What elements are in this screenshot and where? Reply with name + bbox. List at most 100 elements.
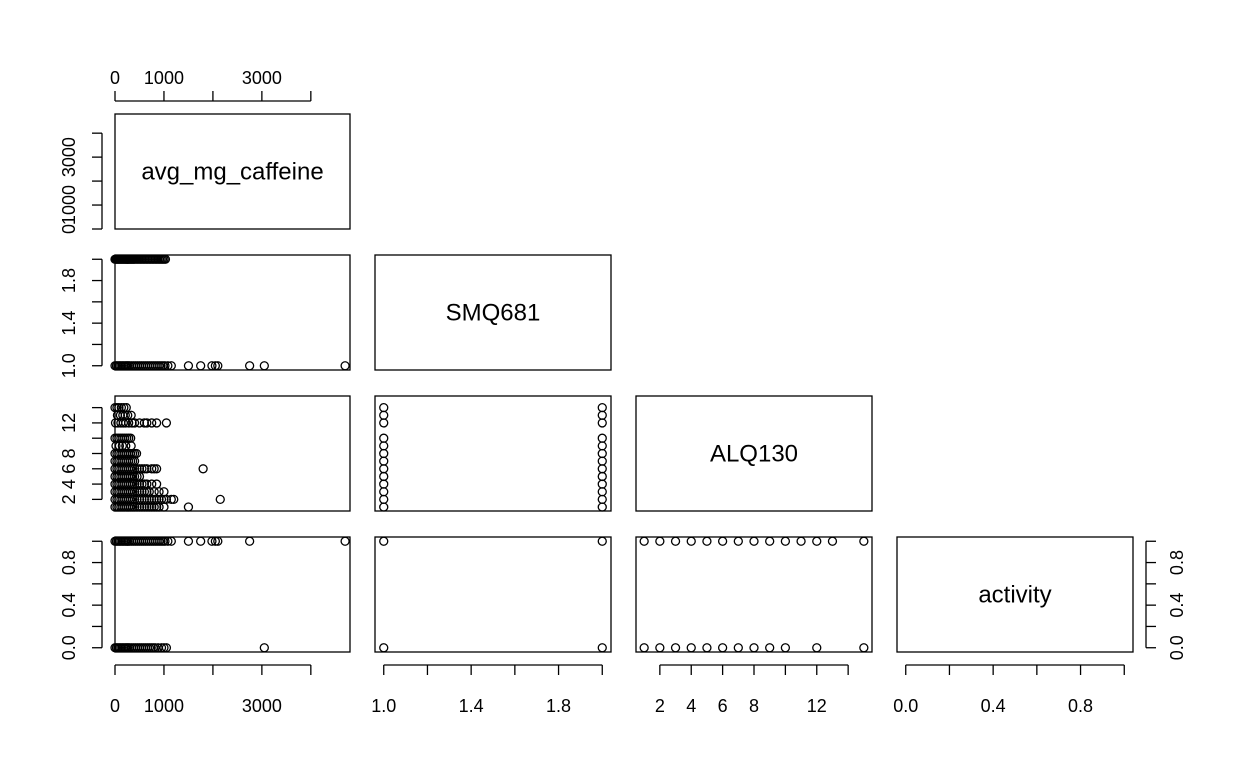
point-activity-vs-ALQ130: [827, 536, 838, 546]
point-SMQ681-vs-avg_mg_caffeine: [166, 361, 176, 371]
point-ALQ130-vs-SMQ681: [597, 471, 607, 482]
tick-label-bottom-avg_mg_caffeine: 1000: [144, 696, 184, 716]
point-activity-vs-avg_mg_caffeine: [210, 536, 221, 546]
point-ALQ130-vs-SMQ681: [597, 502, 607, 512]
tick-label-bottom-ALQ130: 8: [749, 696, 759, 716]
point-ALQ130-vs-avg_mg_caffeine: [149, 502, 159, 512]
point-ALQ130-vs-SMQ681: [597, 410, 607, 420]
point-activity-vs-ALQ130: [780, 643, 791, 653]
point-activity-vs-avg_mg_caffeine: [156, 643, 167, 653]
point-activity-vs-avg_mg_caffeine: [183, 536, 194, 546]
point-activity-vs-avg_mg_caffeine: [244, 536, 255, 546]
variable-label-ALQ130: ALQ130: [710, 441, 798, 468]
point-ALQ130-vs-avg_mg_caffeine: [142, 418, 152, 428]
tick-label-bottom-SMQ681: 1.4: [459, 696, 484, 716]
point-ALQ130-vs-avg_mg_caffeine: [161, 418, 172, 428]
tick-label-bottom-activity: 0.4: [981, 696, 1006, 716]
point-ALQ130-vs-SMQ681: [379, 471, 389, 482]
point-ALQ130-vs-avg_mg_caffeine: [159, 502, 169, 512]
point-ALQ130-vs-avg_mg_caffeine: [154, 502, 164, 512]
tick-label-top-avg_mg_caffeine: 0: [110, 68, 120, 88]
point-ALQ130-vs-SMQ681: [379, 456, 389, 466]
point-ALQ130-vs-avg_mg_caffeine: [144, 502, 154, 512]
point-ALQ130-vs-SMQ681: [597, 441, 607, 451]
point-activity-vs-avg_mg_caffeine: [213, 536, 223, 546]
point-ALQ130-vs-SMQ681: [379, 487, 389, 497]
point-ALQ130-vs-SMQ681: [379, 448, 389, 459]
point-activity-vs-ALQ130: [670, 536, 681, 546]
point-SMQ681-vs-avg_mg_caffeine: [340, 361, 350, 371]
point-activity-vs-ALQ130: [655, 536, 665, 546]
tick-label-bottom-ALQ130: 6: [718, 696, 728, 716]
point-activity-vs-ALQ130: [670, 643, 681, 653]
point-activity-vs-ALQ130: [639, 643, 649, 653]
point-activity-vs-avg_mg_caffeine: [160, 536, 170, 546]
point-activity-vs-ALQ130: [733, 536, 743, 546]
point-activity-vs-avg_mg_caffeine: [207, 536, 217, 546]
panel-ALQ130-vs-SMQ681: [374, 395, 612, 512]
tick-label-bottom-activity: 0.0: [893, 696, 918, 716]
point-activity-vs-ALQ130: [812, 643, 822, 653]
point-activity-vs-ALQ130: [859, 643, 869, 653]
tick-label-bottom-SMQ681: 1.0: [371, 696, 396, 716]
point-ALQ130-vs-avg_mg_caffeine: [151, 418, 162, 428]
point-ALQ130-vs-avg_mg_caffeine: [147, 464, 157, 474]
point-SMQ681-vs-avg_mg_caffeine: [207, 361, 217, 371]
point-ALQ130-vs-avg_mg_caffeine: [139, 502, 150, 512]
point-activity-vs-ALQ130: [859, 536, 869, 546]
tick-label-left-SMQ681: 1.0: [59, 353, 79, 378]
point-ALQ130-vs-avg_mg_caffeine: [132, 502, 142, 512]
tick-label-left-SMQ681: 1.8: [59, 268, 79, 293]
point-ALQ130-vs-avg_mg_caffeine: [198, 464, 208, 474]
tick-label-bottom-ALQ130: 12: [807, 696, 827, 716]
tick-label-top-avg_mg_caffeine: 1000: [144, 68, 184, 88]
point-activity-vs-avg_mg_caffeine: [196, 536, 206, 546]
point-ALQ130-vs-SMQ681: [379, 418, 389, 428]
point-ALQ130-vs-SMQ681: [379, 433, 389, 443]
point-activity-vs-avg_mg_caffeine: [163, 536, 173, 546]
point-activity-vs-avg_mg_caffeine: [340, 536, 350, 546]
point-ALQ130-vs-SMQ681: [597, 433, 607, 443]
point-SMQ681-vs-avg_mg_caffeine: [163, 361, 173, 371]
point-ALQ130-vs-avg_mg_caffeine: [151, 464, 162, 474]
panel-activity-vs-ALQ130: [635, 536, 873, 653]
point-ALQ130-vs-SMQ681: [597, 456, 607, 466]
tick-label-left-ALQ130: 4: [59, 479, 79, 489]
point-SMQ681-vs-avg_mg_caffeine: [196, 361, 206, 371]
tick-label-right-activity: 0.8: [1167, 550, 1187, 575]
point-activity-vs-ALQ130: [796, 536, 806, 546]
tick-label-bottom-activity: 0.8: [1068, 696, 1093, 716]
point-ALQ130-vs-avg_mg_caffeine: [129, 418, 140, 428]
point-ALQ130-vs-avg_mg_caffeine: [134, 418, 145, 428]
point-ALQ130-vs-avg_mg_caffeine: [147, 418, 157, 428]
point-activity-vs-ALQ130: [749, 643, 759, 653]
panel-activity-vs-activity: [896, 536, 1134, 653]
point-ALQ130-vs-SMQ681: [379, 479, 389, 489]
point-ALQ130-vs-avg_mg_caffeine: [159, 487, 169, 497]
tick-label-left-activity: 0.0: [59, 635, 79, 660]
point-ALQ130-vs-avg_mg_caffeine: [127, 418, 137, 428]
point-ALQ130-vs-avg_mg_caffeine: [149, 464, 159, 474]
point-ALQ130-vs-SMQ681: [597, 487, 607, 497]
point-activity-vs-ALQ130: [686, 643, 696, 653]
point-ALQ130-vs-SMQ681: [379, 441, 389, 451]
variable-label-avg_mg_caffeine: avg_mg_caffeine: [141, 159, 323, 186]
tick-label-bottom-SMQ681: 1.8: [546, 696, 571, 716]
point-activity-vs-ALQ130: [686, 536, 696, 546]
tick-label-left-activity: 0.4: [59, 593, 79, 618]
point-ALQ130-vs-avg_mg_caffeine: [121, 418, 131, 428]
panel-activity-vs-SMQ681: [374, 536, 612, 653]
point-activity-vs-SMQ681: [597, 536, 607, 546]
point-activity-vs-avg_mg_caffeine: [150, 643, 160, 653]
tick-label-left-ALQ130: 8: [59, 448, 79, 458]
point-activity-vs-SMQ681: [379, 536, 389, 546]
point-ALQ130-vs-avg_mg_caffeine: [126, 441, 136, 451]
tick-label-left-ALQ130: 12: [59, 413, 79, 433]
tick-label-right-activity: 0.4: [1167, 593, 1187, 618]
point-activity-vs-ALQ130: [717, 643, 728, 653]
tick-label-bottom-avg_mg_caffeine: 3000: [242, 696, 282, 716]
point-activity-vs-ALQ130: [702, 536, 712, 546]
panel-avg_mg_caffeine-vs-avg_mg_caffeine: [114, 113, 351, 230]
point-activity-vs-ALQ130: [749, 536, 759, 546]
point-ALQ130-vs-avg_mg_caffeine: [137, 502, 147, 512]
